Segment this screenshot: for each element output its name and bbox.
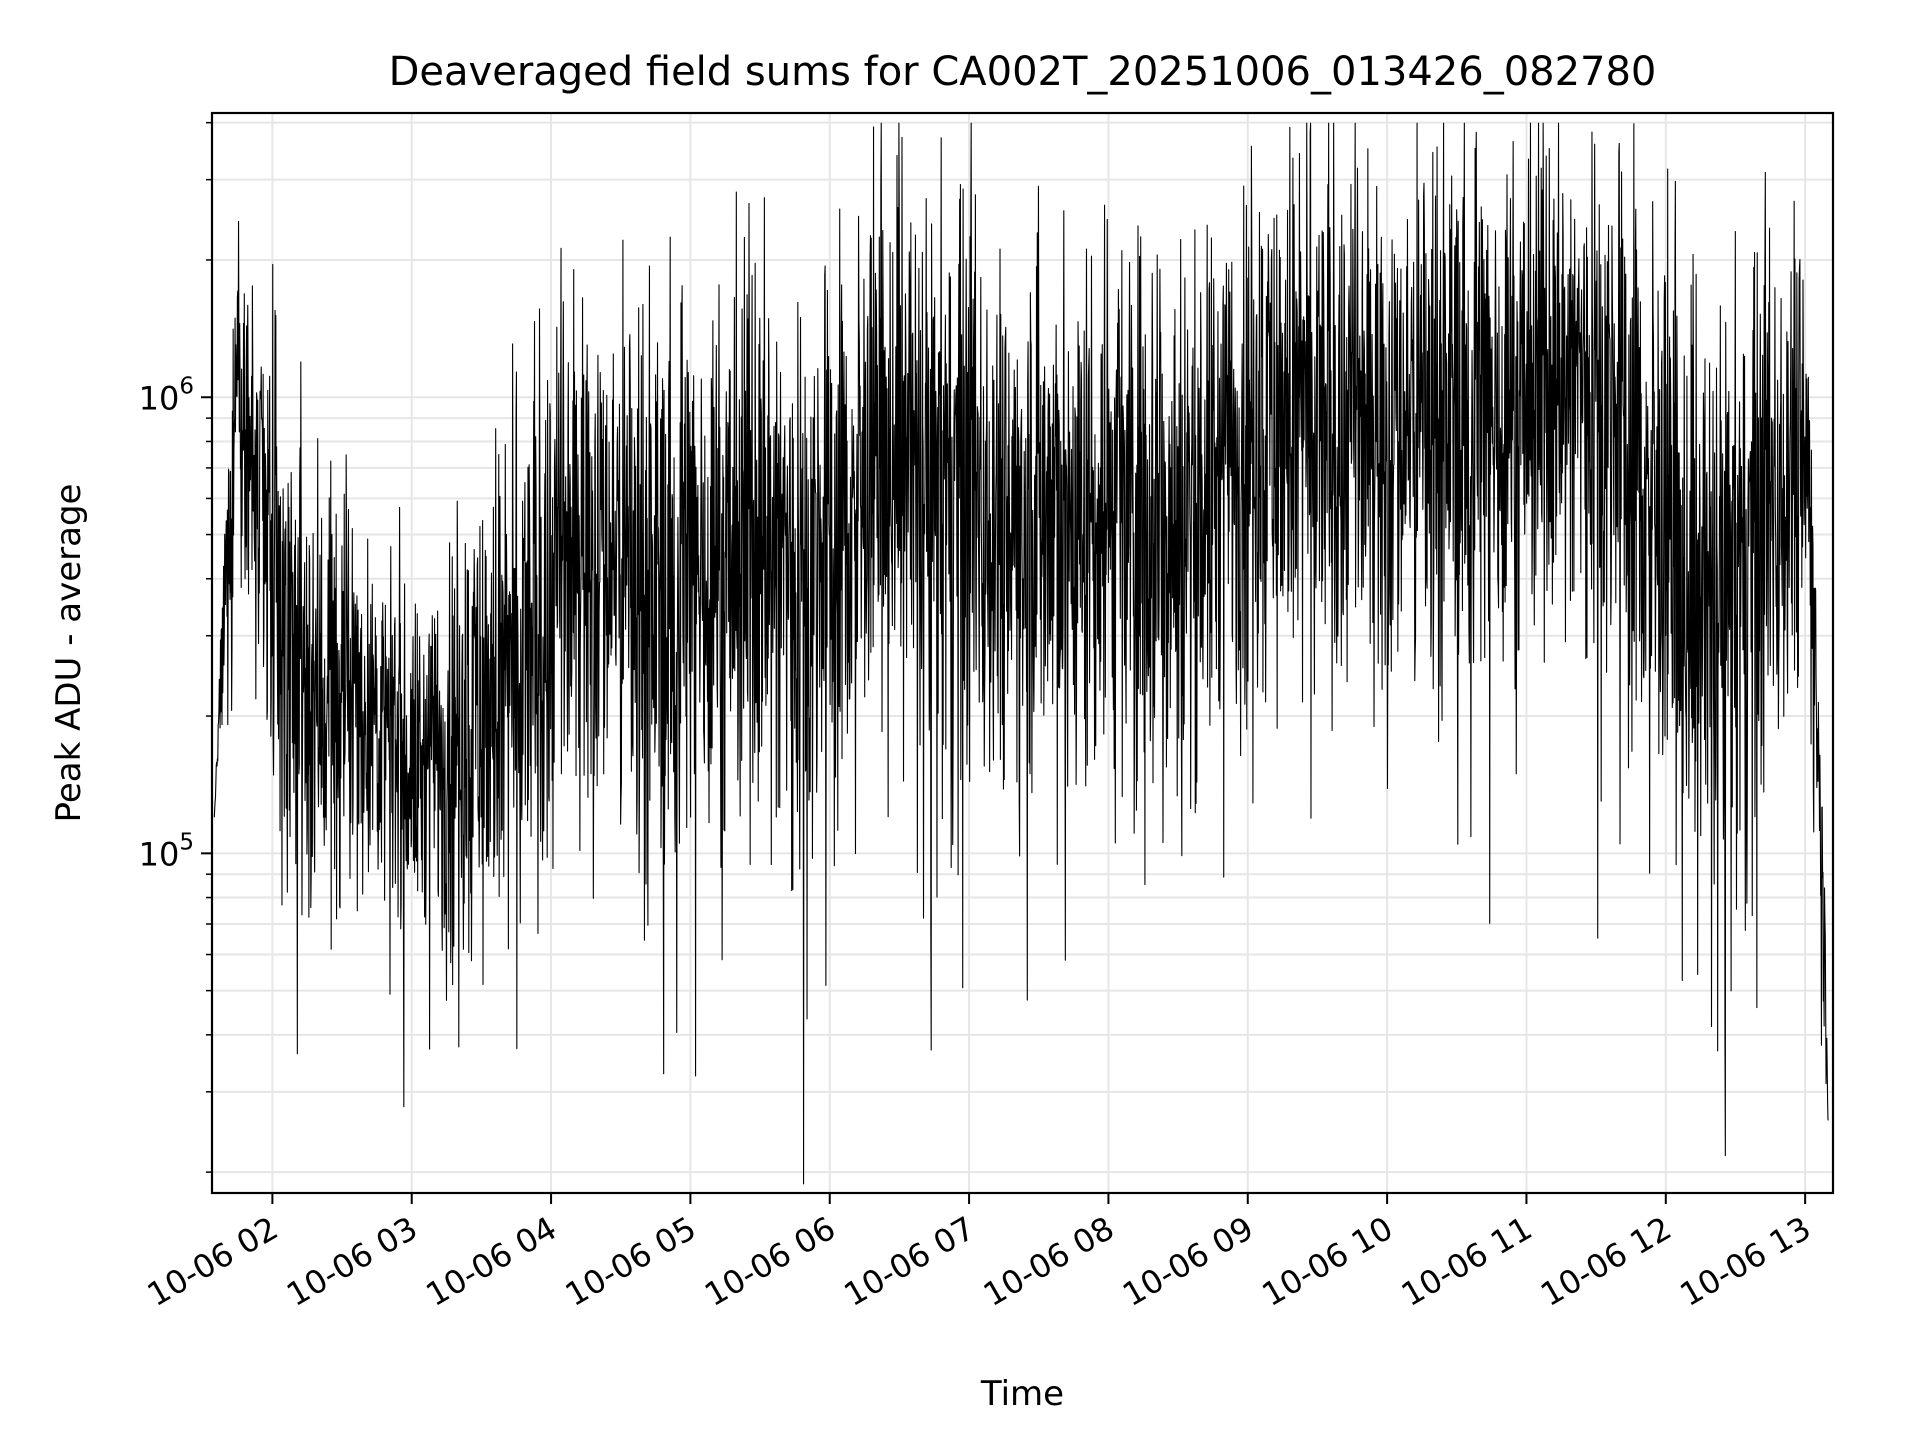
y-tick-label: 106: [139, 373, 194, 417]
y-axis-label: Peak ADU - average: [49, 484, 89, 823]
plot-area: [213, 122, 1829, 1185]
y-axis: 105 106: [139, 121, 212, 1173]
y-tick-label: 105: [139, 829, 194, 873]
plot-frame: [210, 111, 1835, 1195]
x-axis-label: Time: [980, 1374, 1064, 1414]
series-line: [213, 122, 1829, 1185]
chart-title: Deaveraged field sums for CA002T_2025100…: [389, 49, 1657, 95]
